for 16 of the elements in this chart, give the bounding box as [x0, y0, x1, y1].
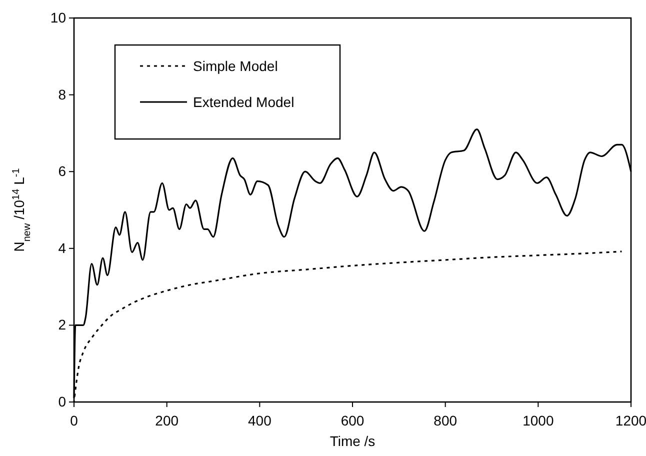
x-tick-label: 800 [434, 412, 458, 428]
x-tick-label: 1200 [615, 412, 646, 428]
y-tick-label: 10 [50, 9, 66, 26]
x-tick-label: 600 [340, 412, 364, 428]
y-tick-label: 2 [58, 316, 66, 333]
y-tick-label: 0 [58, 393, 66, 410]
y-tick-label: 6 [58, 163, 66, 180]
x-tick-label: 1000 [522, 412, 554, 428]
x-tick-label: 0 [70, 412, 78, 428]
y-tick-label: 8 [58, 86, 66, 102]
legend-label: Simple Model [193, 58, 278, 74]
x-tick-label: 400 [248, 412, 272, 428]
legend-label: Extended Model [193, 94, 294, 110]
x-tick-label: 200 [155, 412, 179, 428]
x-axis-title: Time /s [330, 433, 376, 449]
y-tick-label: 4 [58, 240, 66, 256]
